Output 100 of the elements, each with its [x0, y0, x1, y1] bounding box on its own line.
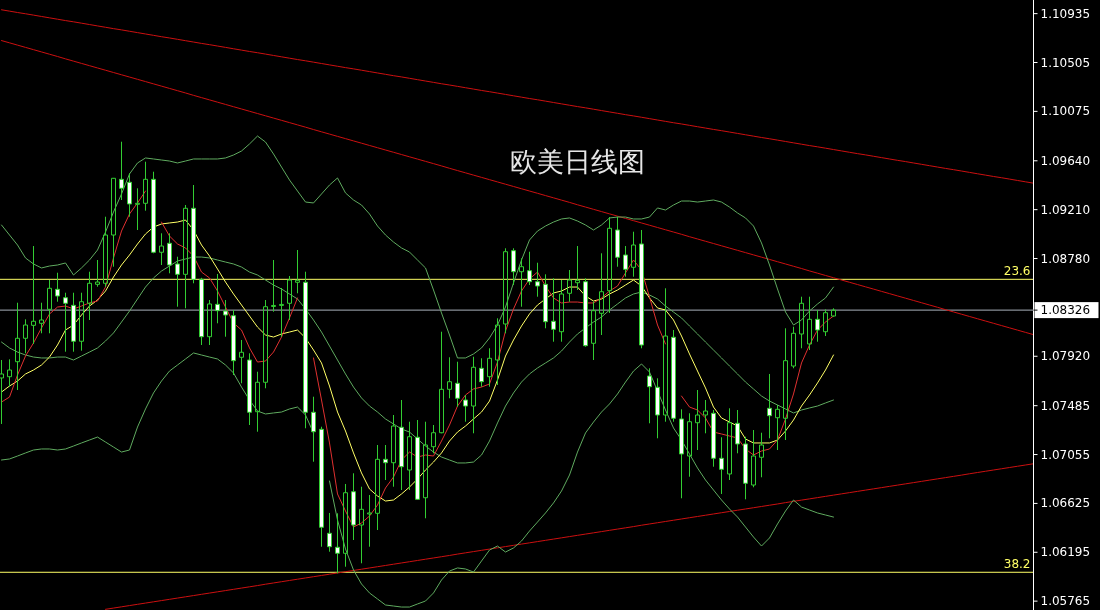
y-tick-label: 1.09640 [1040, 153, 1091, 168]
annotation: 23.6 [1003, 264, 1031, 279]
candlestick [711, 409, 716, 468]
candlestick [55, 272, 60, 303]
candlestick [759, 432, 764, 478]
candlestick [767, 373, 772, 439]
candlestick [671, 329, 676, 423]
candlestick [463, 394, 468, 423]
candlestick [335, 512, 340, 574]
candlestick [431, 424, 436, 454]
candlestick [607, 216, 612, 314]
candlestick [551, 277, 556, 343]
candlestick [799, 296, 804, 349]
candlestick [599, 252, 604, 336]
candlestick [423, 421, 428, 519]
candlestick [327, 512, 332, 553]
candlestick [0, 359, 4, 425]
candlestick [399, 399, 404, 491]
candlestick [519, 257, 524, 308]
candlestick [455, 361, 460, 408]
candlestick [175, 256, 180, 308]
candlestick [679, 408, 684, 499]
line-series [1, 9, 1034, 184]
candlestick [687, 412, 692, 478]
candlestick [239, 339, 244, 384]
candlestick [79, 292, 84, 352]
candlestick [271, 259, 276, 313]
candlestick [807, 296, 812, 351]
candlestick [631, 231, 636, 278]
candlestick [215, 273, 220, 324]
candlestick [351, 472, 356, 541]
candlestick [719, 436, 724, 495]
candlestick [503, 247, 508, 334]
candlestick [7, 358, 12, 388]
y-tick-label: 1.05765 [1040, 594, 1091, 609]
candlestick [199, 277, 204, 346]
candlestick [487, 347, 492, 388]
candlestick [615, 216, 620, 268]
y-tick-label: 1.08326 [1040, 303, 1091, 318]
line-series [105, 463, 1034, 610]
candlestick [447, 356, 452, 399]
candlestick [247, 352, 252, 426]
candlestick [39, 302, 44, 334]
y-tick-label: 1.08780 [1040, 251, 1091, 266]
candlestick [375, 444, 380, 531]
candlestick [31, 245, 36, 345]
candlestick [639, 229, 644, 349]
candlestick [111, 177, 116, 268]
candlestick [231, 309, 236, 376]
candlestick [71, 292, 76, 353]
candlestick [527, 251, 532, 286]
candlestick [359, 486, 364, 564]
candlestick [135, 187, 140, 231]
annotation: 38.2 [1003, 557, 1031, 572]
y-tick-label: 1.07485 [1040, 398, 1091, 413]
line-series [1, 135, 834, 359]
candlestick [47, 279, 52, 334]
candlestick [775, 404, 780, 451]
candlestick [95, 259, 100, 288]
candlestick [119, 141, 124, 201]
candlestick [535, 262, 540, 298]
candlestick [159, 232, 164, 266]
candlestick [23, 318, 28, 354]
text: 欧美日线图 [509, 146, 645, 177]
candlestick [311, 396, 316, 463]
candlestick [663, 287, 668, 423]
candlestick [655, 377, 660, 439]
candlestick [695, 389, 700, 451]
y-tick-label: 1.10935 [1040, 6, 1091, 21]
candlestick [415, 419, 420, 501]
candlestick [727, 407, 732, 481]
candlestick [143, 161, 148, 212]
candlestick [63, 292, 68, 353]
candlestick [735, 409, 740, 454]
candlestick [647, 367, 652, 424]
candlestick [263, 299, 268, 389]
candlestick [543, 273, 548, 329]
candlestick [383, 444, 388, 481]
y-tick-label: 1.07055 [1040, 447, 1091, 462]
candlestick [183, 204, 188, 309]
y-tick-label: 1.06195 [1040, 545, 1091, 560]
candlestick [591, 301, 596, 361]
candlestick [103, 216, 108, 288]
candlestick [279, 287, 284, 338]
candlestick [287, 275, 292, 321]
candlestick [495, 317, 500, 386]
candlestick [15, 302, 20, 391]
candlestick [703, 399, 708, 434]
candlestick [407, 421, 412, 491]
y-tick-label: 1.07920 [1040, 349, 1091, 364]
candlestick [751, 429, 756, 488]
candlestick [783, 327, 788, 441]
candlestick [743, 436, 748, 500]
candlestick [567, 269, 572, 303]
candlestick [207, 299, 212, 346]
y-tick-label: 1.10505 [1040, 55, 1091, 70]
candlestick [479, 357, 484, 388]
candlestick [367, 494, 372, 548]
line-series [1, 40, 1034, 336]
candlestick [623, 245, 628, 278]
